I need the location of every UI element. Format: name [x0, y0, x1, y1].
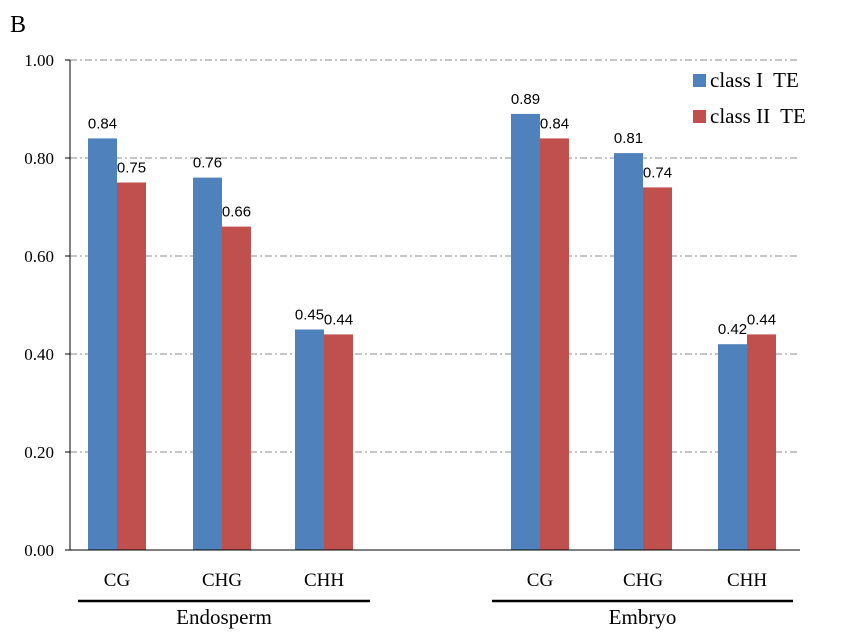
data-label: 0.89 [511, 91, 540, 108]
category-label: CHG [202, 570, 242, 591]
data-label: 0.84 [540, 115, 569, 132]
y-tick-label: 0.00 [24, 541, 54, 560]
y-axis: 0.00 0.20 0.40 0.60 0.80 1.00 [24, 51, 71, 560]
legend-label: class I TE [710, 68, 799, 92]
category-label: CHG [623, 570, 663, 591]
data-label: 0.76 [193, 155, 222, 172]
bar [747, 334, 776, 550]
data-label: 0.42 [718, 321, 747, 338]
panel-label: B [10, 12, 26, 38]
bar [511, 113, 540, 551]
bar [222, 226, 251, 550]
bars [88, 113, 776, 551]
category-label: CHH [304, 570, 344, 591]
bar [88, 138, 117, 550]
bar [614, 153, 643, 550]
data-label: 0.74 [643, 164, 672, 181]
group-label: Embryo [609, 605, 677, 629]
legend-label: class II TE [710, 104, 806, 128]
value-labels: 0.840.75 0.760.660.45 0.440.890.840.810.74… [88, 91, 776, 338]
y-tick-label: 0.40 [24, 345, 54, 364]
category-label: CHH [727, 570, 767, 591]
legend: class I TE class II TE [693, 68, 806, 128]
bar [324, 334, 353, 550]
data-label: 0.84 [88, 115, 117, 132]
gridlines [70, 59, 800, 453]
bar [540, 138, 569, 550]
category-label: CG [104, 570, 131, 591]
x-axis: CG CHG CHH Endosperm CG CHG CHH Embryo [70, 549, 800, 629]
group-label: Endosperm [176, 605, 272, 629]
data-label: 0.66 [222, 204, 251, 221]
y-tick-label: 1.00 [24, 51, 54, 70]
bar [193, 177, 222, 550]
category-label: CG [527, 570, 554, 591]
legend-swatch [693, 110, 706, 123]
data-label: 0.44 [747, 311, 776, 328]
data-label: 0.75 [117, 160, 146, 177]
y-tick-label: 0.80 [24, 149, 54, 168]
bar [718, 344, 747, 550]
data-label: 0.81 [614, 130, 643, 147]
bar [117, 182, 146, 550]
data-label: 0.45 [295, 307, 324, 324]
legend-swatch [693, 74, 706, 87]
data-label: 0.44 [324, 311, 353, 328]
bar [643, 187, 672, 550]
y-tick-label: 0.20 [24, 443, 54, 462]
y-tick-label: 0.60 [24, 247, 54, 266]
bar [295, 329, 324, 550]
